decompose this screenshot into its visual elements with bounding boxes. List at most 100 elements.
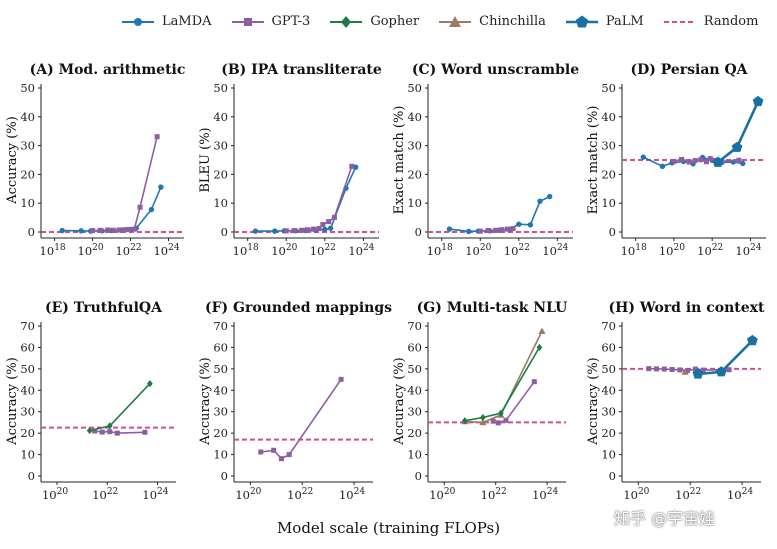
x-tick-label: 1024 bbox=[532, 487, 558, 502]
data-point bbox=[692, 368, 704, 379]
data-point bbox=[322, 226, 328, 233]
panel-title: (G) Multi-task NLU bbox=[417, 300, 568, 316]
y-tick-label: 10 bbox=[20, 448, 35, 462]
y-axis-label: Accuracy (%) bbox=[5, 357, 20, 446]
y-tick-label: 50 bbox=[407, 81, 422, 95]
series-gpt-3 bbox=[646, 366, 732, 374]
legend-swatch-lamda bbox=[122, 17, 154, 26]
data-point bbox=[712, 156, 724, 167]
y-tick-label: 70 bbox=[20, 319, 35, 333]
y-tick-label: 50 bbox=[407, 362, 422, 376]
data-point bbox=[326, 219, 332, 225]
legend-item-random: Random bbox=[662, 14, 759, 29]
data-point bbox=[286, 452, 292, 458]
data-point bbox=[731, 141, 743, 152]
panel-title: (D) Persian QA bbox=[630, 62, 748, 78]
data-point bbox=[131, 226, 137, 232]
x-tick-label: 1022 bbox=[92, 487, 118, 502]
x-tick-label: 1020 bbox=[659, 243, 685, 258]
y-tick-label: 20 bbox=[213, 426, 228, 440]
data-point bbox=[106, 422, 113, 430]
x-tick-label: 1022 bbox=[287, 487, 313, 502]
data-point bbox=[752, 95, 764, 107]
y-tick-label: 30 bbox=[213, 405, 228, 419]
legend-swatch-gopher bbox=[330, 15, 363, 28]
y-tick-label: 50 bbox=[20, 81, 35, 95]
data-point bbox=[147, 380, 153, 388]
legend-swatch-random bbox=[663, 20, 696, 23]
series-line bbox=[464, 330, 543, 424]
series-line bbox=[464, 346, 541, 422]
x-tick-label: 1024 bbox=[339, 487, 365, 502]
data-point bbox=[148, 206, 155, 213]
legend-label: Random bbox=[703, 14, 759, 29]
series-line bbox=[286, 166, 353, 232]
data-point bbox=[338, 376, 344, 382]
x-tick-label: 1022 bbox=[310, 243, 336, 258]
y-tick-label: 20 bbox=[601, 426, 616, 440]
data-point bbox=[640, 154, 647, 160]
data-point bbox=[126, 226, 132, 232]
x-tick-label: 1022 bbox=[675, 487, 701, 502]
legend-label: Gopher bbox=[370, 14, 420, 29]
data-point bbox=[537, 198, 543, 204]
data-point bbox=[114, 430, 120, 436]
y-tick-label: 60 bbox=[213, 340, 228, 354]
panel-title: (H) Word in context bbox=[609, 300, 765, 316]
y-tick-label: 50 bbox=[601, 362, 616, 376]
data-point bbox=[495, 420, 501, 426]
data-point bbox=[692, 366, 698, 372]
data-point bbox=[299, 227, 305, 233]
y-axis-label: Accuracy (%) bbox=[392, 357, 407, 446]
data-point bbox=[110, 227, 116, 233]
data-point bbox=[497, 409, 504, 417]
data-point bbox=[92, 428, 98, 434]
data-point bbox=[659, 163, 666, 170]
data-point bbox=[685, 368, 691, 374]
series-gopher bbox=[461, 343, 543, 425]
y-tick-label: 0 bbox=[221, 469, 228, 483]
y-tick-label: 50 bbox=[20, 362, 35, 376]
data-point bbox=[107, 429, 113, 435]
panel-title: (E) TruthfulQA bbox=[45, 300, 163, 316]
y-tick-label: 0 bbox=[28, 469, 35, 483]
x-tick-label: 1020 bbox=[429, 487, 455, 502]
x-tick-label: 1024 bbox=[142, 487, 168, 502]
y-axis-label: Accuracy (%) bbox=[586, 357, 601, 446]
data-point bbox=[446, 226, 453, 232]
y-tick-label: 40 bbox=[20, 383, 35, 397]
y-tick-label: 30 bbox=[601, 139, 616, 153]
x-tick-label: 1020 bbox=[271, 243, 297, 258]
x-tick-label: 1022 bbox=[504, 243, 530, 258]
y-tick-label: 50 bbox=[601, 81, 616, 95]
x-tick-label: 1022 bbox=[697, 243, 723, 258]
data-point bbox=[116, 227, 122, 233]
x-tick-label: 1018 bbox=[621, 243, 647, 258]
series-gpt-3 bbox=[490, 379, 537, 426]
y-axis-label: Exact match (%) bbox=[586, 106, 601, 215]
data-point bbox=[477, 228, 483, 234]
data-point bbox=[681, 368, 689, 375]
x-tick-label: 1020 bbox=[465, 243, 491, 258]
data-point bbox=[465, 228, 472, 235]
data-point bbox=[86, 426, 93, 435]
data-point bbox=[154, 134, 160, 140]
y-axis-label: Exact match (%) bbox=[392, 106, 407, 215]
legend-item-palm: PaLM bbox=[564, 14, 644, 29]
y-tick-label: 10 bbox=[213, 448, 228, 462]
data-point bbox=[122, 227, 128, 233]
legend-label: PaLM bbox=[605, 14, 644, 29]
data-point bbox=[142, 429, 148, 435]
series-palm bbox=[692, 334, 758, 379]
data-point bbox=[327, 225, 334, 231]
data-point bbox=[479, 413, 486, 422]
data-point bbox=[310, 226, 316, 232]
y-tick-label: 40 bbox=[213, 383, 228, 397]
y-tick-label: 60 bbox=[601, 340, 616, 354]
data-point bbox=[677, 367, 683, 373]
y-tick-label: 20 bbox=[213, 167, 228, 181]
